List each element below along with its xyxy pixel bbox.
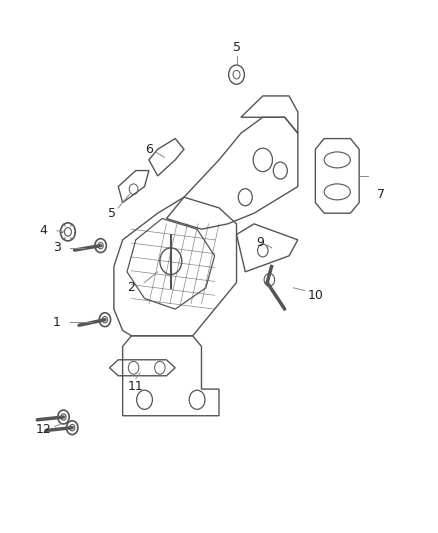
Text: 11: 11 <box>128 380 144 393</box>
Text: 5: 5 <box>233 42 240 54</box>
Text: 12: 12 <box>36 423 52 435</box>
Text: 4: 4 <box>40 224 48 237</box>
Text: 7: 7 <box>377 188 385 201</box>
Text: 3: 3 <box>53 241 61 254</box>
Text: 6: 6 <box>145 143 153 156</box>
Text: 2: 2 <box>127 281 135 294</box>
Text: 1: 1 <box>53 316 61 329</box>
Text: 10: 10 <box>307 289 323 302</box>
Text: 9: 9 <box>257 236 265 249</box>
Text: 5: 5 <box>108 207 116 220</box>
